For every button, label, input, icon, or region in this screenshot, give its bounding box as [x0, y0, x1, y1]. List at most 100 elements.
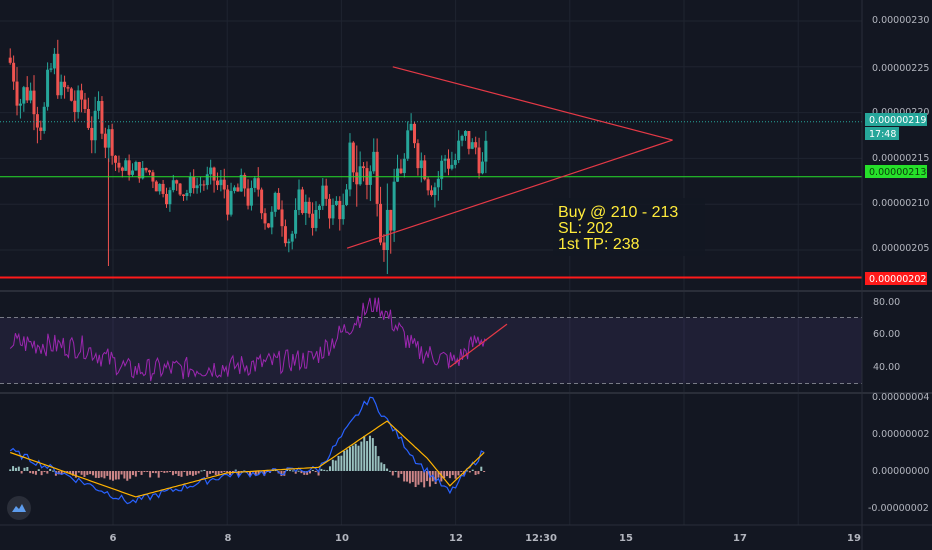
candle-body: [80, 90, 84, 100]
macd-histogram-bar: [166, 471, 169, 473]
macd-histogram-bar: [426, 471, 429, 482]
macd-histogram-bar: [103, 471, 106, 479]
candle-body: [178, 183, 182, 195]
candle-body: [399, 168, 403, 174]
macd-histogram-bar: [457, 471, 460, 476]
macd-histogram-bar: [348, 447, 351, 471]
macd-histogram-bar: [14, 467, 17, 471]
candle-body: [35, 114, 39, 128]
candle-body: [131, 170, 135, 175]
candle-body: [212, 167, 216, 181]
macd-histogram-bar: [354, 443, 357, 471]
macd-histogram-bar: [52, 470, 55, 472]
macd-histogram-bar: [397, 471, 400, 478]
macd-histogram-bar: [466, 470, 469, 472]
candle-body: [287, 241, 291, 244]
price-tick: 0.00000230: [872, 15, 929, 26]
countdown-label: 17:48: [869, 129, 896, 140]
macd-histogram-bar: [171, 471, 174, 476]
macd-histogram-bar: [129, 471, 132, 479]
time-tick: 19: [847, 533, 861, 544]
candle-body: [297, 189, 301, 210]
candle-body: [76, 90, 80, 112]
macd-histogram-bar: [388, 470, 391, 472]
candle-body: [379, 203, 383, 243]
candle-body: [63, 81, 67, 88]
macd-histogram-bar: [417, 471, 420, 485]
macd-histogram-bar: [311, 470, 314, 472]
candle-body: [382, 242, 386, 250]
price-tick: 0.00000220: [872, 107, 929, 118]
candle-body: [137, 162, 141, 179]
macd-histogram-bar: [46, 471, 49, 474]
macd-histogram-bar: [20, 471, 23, 474]
candle-body: [232, 187, 236, 191]
macd-histogram-bar: [237, 471, 240, 476]
tradingview-logo[interactable]: [7, 496, 31, 520]
candle-body: [260, 189, 264, 214]
macd-histogram-bar: [49, 468, 52, 471]
macd-histogram-bar: [420, 471, 423, 483]
support-price-tag: [865, 165, 927, 178]
stop-price-tag: [865, 272, 927, 285]
price-tick: 0.00000225: [872, 63, 929, 74]
candle-body: [338, 200, 342, 220]
candle-body: [409, 123, 413, 131]
candle-body: [165, 193, 169, 205]
macd-histogram-bar: [434, 471, 437, 485]
macd-tick: 0.00000002: [872, 429, 929, 440]
candle-body: [134, 162, 138, 171]
macd-histogram-bar: [146, 471, 149, 472]
macd-histogram-bar: [263, 471, 266, 476]
candle-body: [385, 209, 389, 250]
macd-histogram-bar: [137, 471, 140, 472]
macd-histogram-bar: [149, 471, 152, 478]
support-price-label: 0.00000213: [869, 167, 926, 178]
macd-histogram-bar: [337, 455, 340, 471]
macd-histogram-bar: [126, 471, 129, 481]
candle-body: [402, 158, 406, 174]
candle-body: [22, 87, 26, 104]
candle-body: [460, 135, 464, 141]
candle-body: [477, 147, 481, 174]
candle-body: [39, 127, 43, 131]
candle-body: [161, 183, 165, 194]
trade-annotation[interactable]: Buy @ 210 - 213 SL: 202 1st TP: 238: [553, 198, 705, 256]
candle-body: [440, 160, 444, 179]
candle-body: [90, 127, 94, 141]
candle-body: [175, 180, 179, 184]
price-tick: 0.00000205: [872, 243, 929, 254]
price-axis[interactable]: 0.00000230 0.00000225 0.00000220 0.00000…: [865, 15, 929, 285]
candle-body: [148, 170, 152, 173]
candle-body: [49, 68, 53, 70]
macd-histogram-bar: [346, 449, 349, 471]
macd-histogram-bar: [17, 466, 20, 471]
candle-body: [154, 181, 158, 192]
candle-body: [59, 81, 63, 96]
macd-histogram-bar: [403, 471, 406, 482]
time-axis[interactable]: 6 8 10 12 12:30 15 17 19: [110, 533, 861, 544]
candle-body: [334, 200, 338, 205]
macd-histogram-bar: [83, 471, 86, 477]
macd-histogram-bar: [363, 435, 366, 471]
candle-body: [222, 179, 226, 190]
macd-histogram-bar: [117, 471, 120, 480]
candle-body: [406, 130, 410, 159]
candle-body: [32, 90, 36, 115]
candle-body: [355, 172, 359, 185]
macd-histogram-bar: [231, 471, 234, 472]
time-tick: 6: [110, 533, 117, 544]
macd-axis[interactable]: 0.00000004 0.00000002 0.00000000 -0.0000…: [868, 392, 929, 514]
macd-histogram-bar: [328, 466, 331, 471]
candle-body: [351, 142, 355, 173]
rsi-axis[interactable]: 80.00 60.00 40.00: [873, 297, 900, 373]
macd-histogram-bar: [72, 471, 75, 476]
macd-histogram-bar: [109, 471, 112, 480]
candle-body: [280, 209, 284, 227]
candle-body: [311, 213, 315, 228]
macd-histogram-bar: [249, 471, 252, 477]
time-tick: 15: [619, 533, 633, 544]
candle-body: [86, 108, 90, 128]
